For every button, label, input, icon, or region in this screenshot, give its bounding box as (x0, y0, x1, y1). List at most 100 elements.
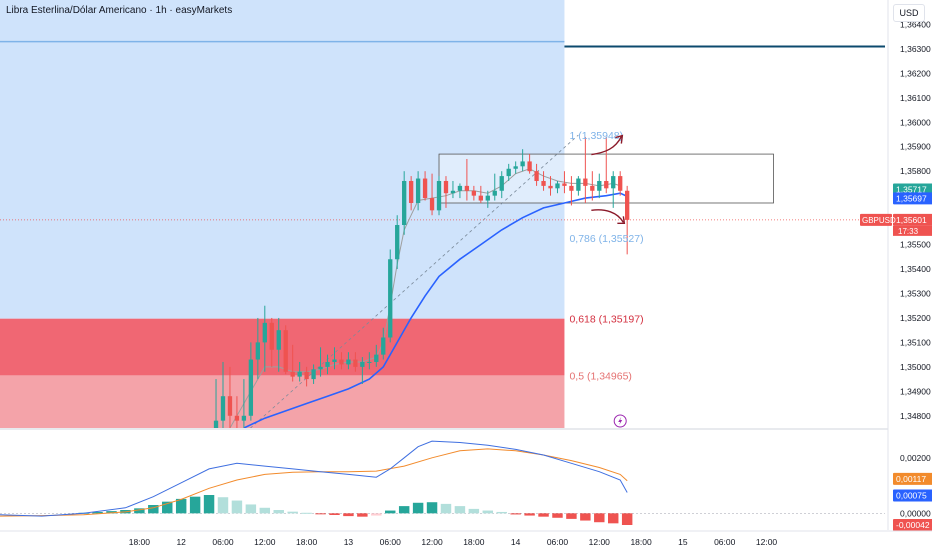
macd-histogram-bar (621, 513, 633, 525)
price-tick-label: 1,35400 (900, 264, 931, 274)
price-tick-label: 1,35900 (900, 142, 931, 152)
down-arrow-head (617, 216, 626, 225)
candle-body (450, 190, 456, 194)
time-tick-label: 06:00 (714, 537, 736, 547)
macd-histogram-bar (566, 513, 577, 519)
candle-body (597, 180, 602, 191)
candle-body (534, 171, 539, 181)
macd-histogram-bar (106, 511, 117, 514)
countdown-label: 17:33 (898, 227, 919, 236)
candle-body (429, 198, 435, 211)
candle-body (471, 190, 477, 196)
macd-histogram-bar (92, 511, 103, 514)
candle-body (402, 180, 407, 226)
macd-histogram-bar (357, 513, 368, 517)
macd-histogram-bar (162, 501, 173, 514)
fib-label-1: 1 (1,35948) (569, 130, 623, 142)
time-tick-label: 14 (511, 537, 521, 547)
time-tick-label: 18:00 (129, 537, 151, 547)
macd-histogram-bar (426, 502, 438, 514)
macd-histogram-bar (329, 513, 340, 515)
candle-body (255, 342, 260, 360)
macd-histogram-bar (510, 513, 521, 515)
candle-body (520, 161, 525, 167)
candle-body (618, 176, 623, 191)
price-tick-label: 1,35100 (900, 337, 931, 347)
macd-histogram-bar (217, 497, 229, 514)
candle-body (346, 359, 351, 365)
macd-histogram-bar (594, 513, 605, 523)
time-tick-label: 18:00 (296, 537, 318, 547)
macd-histogram-bar (287, 511, 298, 514)
time-tick-label: 06:00 (212, 537, 234, 547)
macd-histogram-bar (385, 510, 396, 514)
candle-body (262, 322, 267, 343)
time-tick-label: 12:00 (589, 537, 611, 547)
price-tick-label: 1,34800 (900, 411, 931, 421)
candle-body (485, 195, 490, 201)
price-tick-label: 1,34900 (900, 386, 931, 396)
candle-body (374, 354, 379, 362)
macd-histogram-bar (482, 510, 494, 514)
candle-body (318, 366, 323, 370)
macd-tick-label: 0,00000 (900, 508, 931, 518)
price-badge-label: 1,35601 (896, 215, 927, 225)
candle-body (304, 371, 309, 380)
macd-histogram-bar (148, 505, 159, 514)
ema-slow-line (243, 192, 628, 428)
macd-signal-line (0, 448, 628, 517)
candle-body (388, 259, 393, 338)
price-badge-label: 1,35717 (896, 184, 927, 194)
price-tick-label: 1,35000 (900, 362, 931, 372)
time-tick-label: 06:00 (547, 537, 569, 547)
macd-badge (893, 519, 932, 531)
price-tick-label: 1,35800 (900, 166, 931, 176)
price-badge (893, 213, 932, 226)
fib-label-0-618: 0,618 (1,35197) (569, 314, 643, 326)
macd-histogram-bar (315, 513, 326, 515)
up-arrow (591, 136, 622, 156)
candle-body (604, 180, 609, 189)
macd-histogram-bar (552, 513, 563, 518)
candle-body (555, 183, 560, 189)
macd-badge-label: 0,00075 (896, 491, 927, 501)
macd-histogram-bar (245, 504, 257, 514)
time-tick-label: 12:00 (756, 537, 778, 547)
macd-histogram-bar (496, 511, 507, 514)
candle-body (436, 180, 442, 211)
candle-body (443, 180, 449, 194)
macd-badge (893, 489, 932, 502)
candle-body (269, 322, 274, 350)
macd-histogram-bar (231, 500, 243, 514)
macd-histogram-bar (134, 508, 145, 514)
candle-body (290, 371, 295, 377)
buy-zone (0, 0, 565, 319)
candle-body (276, 330, 281, 350)
candle-body (353, 359, 358, 367)
price-tick-label: 1,36100 (900, 93, 931, 103)
time-tick-label: 12:00 (254, 537, 276, 547)
currency-button[interactable]: USD (893, 4, 925, 22)
macd-histogram-bar (440, 503, 452, 514)
fib-trend-line (250, 134, 579, 428)
symbol-badge-label: GBPUSD (862, 216, 896, 225)
candle-body (381, 337, 386, 355)
macd-histogram-bar (608, 513, 619, 524)
macd-histogram-bar (538, 513, 549, 517)
macd-line (0, 440, 628, 517)
time-tick-label: 15 (678, 537, 688, 547)
candle-body (339, 359, 344, 365)
fib-label-0-5: 0,5 (1,34965) (569, 370, 631, 382)
macd-histogram-bar (468, 508, 480, 514)
candle-body (527, 161, 532, 172)
macd-histogram-bar (189, 496, 201, 514)
time-tick-label: 12:00 (421, 537, 443, 547)
price-tick-label: 1,36200 (900, 68, 931, 78)
price-axis-bg (888, 0, 932, 550)
price-badge-label: 1,35697 (896, 193, 927, 203)
macd-histogram-bar (203, 495, 215, 514)
symbol-badge (860, 213, 892, 226)
lightning-glyph (618, 417, 623, 425)
